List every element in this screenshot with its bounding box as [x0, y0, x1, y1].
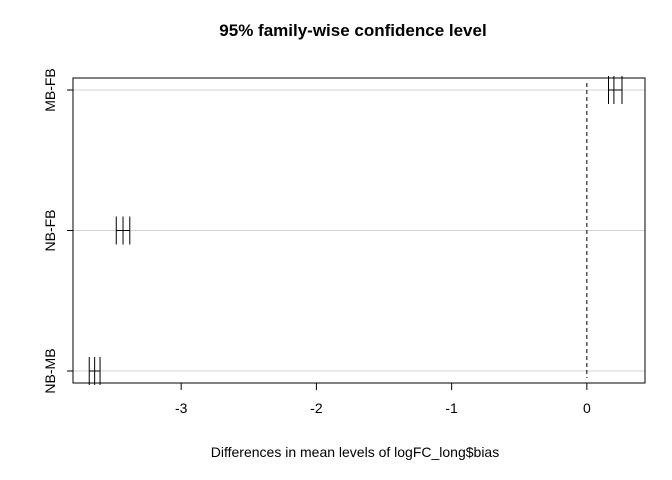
x-tick-label: -1 — [445, 400, 458, 416]
chart-title: 95% family-wise confidence level — [219, 21, 486, 40]
x-tick-label: -2 — [310, 400, 323, 416]
x-tick-label: 0 — [583, 400, 591, 416]
gridlines — [73, 89, 645, 372]
y-tick-label: NB-MB — [42, 348, 58, 393]
y-tick-label: NB-FB — [42, 210, 58, 252]
x-tick-label: -3 — [175, 400, 188, 416]
interval-nb-fb — [115, 216, 131, 245]
x-axis: -3 -2 -1 0 — [175, 383, 591, 416]
y-axis: MB-FB NB-FB NB-MB — [42, 68, 73, 394]
interval-nb-mb — [88, 357, 101, 385]
x-axis-label: Differences in mean levels of logFC_long… — [211, 444, 499, 460]
interval-mb-fb — [607, 76, 623, 104]
confidence-intervals — [88, 76, 623, 385]
y-tick-label: MB-FB — [42, 68, 58, 112]
